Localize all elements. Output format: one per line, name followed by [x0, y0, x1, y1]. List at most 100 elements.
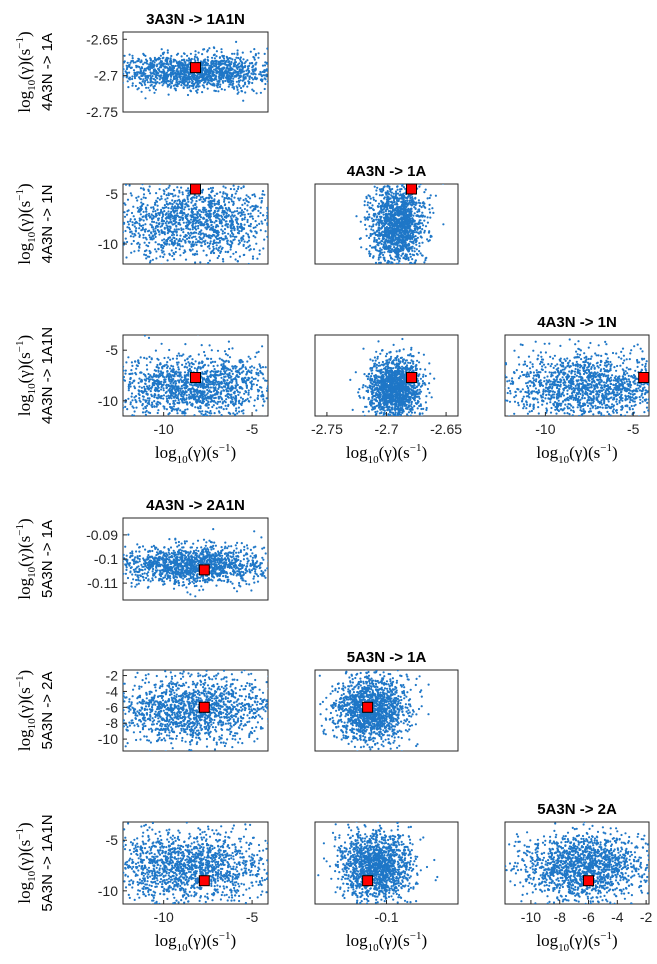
data-point	[388, 220, 391, 223]
data-point	[231, 193, 234, 196]
data-point	[414, 222, 417, 226]
data-point	[124, 237, 127, 240]
data-point	[171, 223, 174, 226]
data-point	[125, 213, 129, 216]
data-point	[152, 230, 155, 233]
data-point	[125, 154, 127, 156]
data-point	[235, 56, 238, 59]
data-point	[210, 223, 213, 226]
data-point	[169, 214, 172, 218]
data-points	[355, 180, 445, 264]
data-point	[161, 62, 164, 65]
data-point	[197, 240, 200, 243]
data-point	[142, 233, 145, 236]
data-point	[228, 356, 232, 359]
data-point	[383, 247, 386, 250]
data-point	[406, 199, 409, 202]
data-point	[220, 48, 223, 51]
data-point	[253, 69, 256, 72]
data-point	[369, 201, 372, 205]
data-point	[166, 242, 169, 245]
data-point	[236, 53, 239, 56]
data-point	[215, 247, 218, 250]
data-point	[214, 178, 216, 180]
data-point	[428, 196, 431, 200]
data-point	[120, 220, 122, 222]
data-point	[162, 207, 165, 210]
data-point	[424, 225, 428, 228]
data-point	[149, 74, 152, 77]
data-point	[212, 245, 215, 248]
data-point	[224, 192, 227, 195]
data-point	[287, 222, 289, 224]
data-point	[203, 48, 206, 51]
data-point	[230, 200, 234, 203]
data-point	[401, 247, 405, 250]
data-point	[397, 239, 400, 242]
data-point	[107, 204, 109, 206]
data-point	[274, 84, 276, 86]
data-point	[240, 209, 244, 212]
data-point	[253, 77, 257, 80]
data-point	[265, 75, 268, 78]
data-point	[403, 236, 406, 239]
data-point	[414, 228, 417, 232]
data-point	[128, 274, 130, 276]
data-point	[140, 66, 143, 69]
data-point	[401, 195, 404, 198]
data-point	[82, 68, 84, 70]
data-point	[193, 196, 196, 199]
data-point	[387, 227, 390, 230]
data-point	[231, 235, 235, 238]
data-point	[442, 184, 445, 185]
data-point	[180, 69, 183, 73]
data-point	[422, 263, 424, 264]
data-point	[274, 223, 276, 225]
data-point	[228, 75, 231, 78]
data-point	[413, 212, 416, 215]
data-point	[133, 75, 136, 78]
data-point	[191, 253, 195, 256]
data-point	[176, 206, 179, 209]
data-point	[258, 181, 260, 183]
data-point	[375, 239, 378, 242]
data-point	[378, 180, 380, 182]
data-point	[410, 219, 413, 222]
data-point	[411, 197, 414, 201]
data-point	[221, 62, 224, 65]
data-point	[225, 194, 229, 197]
data-point	[386, 184, 389, 187]
data-point	[269, 73, 271, 75]
data-point	[180, 81, 183, 84]
data-point	[399, 211, 402, 214]
data-point	[233, 214, 236, 217]
data-point	[166, 259, 169, 262]
data-point	[128, 228, 132, 231]
data-point	[419, 184, 422, 186]
data-point	[404, 218, 407, 221]
data-point	[170, 221, 173, 224]
data-point	[416, 236, 419, 239]
data-point	[206, 219, 209, 222]
data-point	[201, 75, 205, 78]
data-point	[131, 77, 134, 81]
data-point	[195, 238, 198, 241]
data-point	[388, 222, 391, 225]
data-point	[381, 208, 384, 211]
data-point	[220, 67, 223, 70]
data-point	[186, 205, 189, 208]
data-point	[206, 421, 208, 423]
data-point	[163, 238, 166, 241]
data-point	[167, 210, 170, 213]
data-point	[391, 257, 394, 260]
data-point	[117, 213, 119, 215]
data-point	[139, 213, 142, 216]
data-point	[167, 194, 170, 197]
data-point	[369, 234, 372, 237]
data-point	[262, 214, 265, 217]
data-point	[387, 236, 390, 239]
data-point	[385, 233, 388, 236]
data-point	[123, 221, 126, 224]
data-point	[126, 220, 129, 223]
data-point	[161, 222, 164, 225]
